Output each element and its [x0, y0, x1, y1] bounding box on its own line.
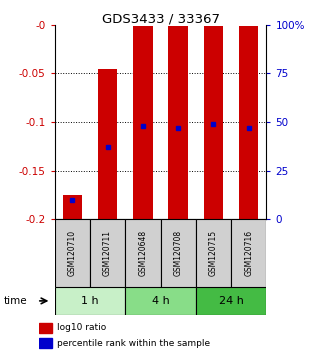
Text: GSM120716: GSM120716: [244, 230, 253, 276]
Text: 1 h: 1 h: [81, 296, 99, 306]
Bar: [125, 219, 160, 287]
Bar: [98, 69, 117, 219]
Bar: [63, 195, 82, 219]
Text: GSM120715: GSM120715: [209, 230, 218, 276]
Text: GSM120708: GSM120708: [174, 230, 183, 276]
Text: time: time: [3, 296, 27, 306]
Bar: [204, 26, 223, 219]
Text: 24 h: 24 h: [219, 296, 244, 306]
Bar: [55, 287, 125, 315]
Bar: [196, 287, 266, 315]
Text: 4 h: 4 h: [152, 296, 169, 306]
Text: GSM120711: GSM120711: [103, 230, 112, 276]
Bar: [90, 219, 125, 287]
Text: GDS3433 / 33367: GDS3433 / 33367: [101, 12, 220, 25]
Text: GSM120648: GSM120648: [138, 230, 147, 276]
Bar: [160, 219, 196, 287]
Text: log10 ratio: log10 ratio: [57, 323, 106, 332]
Text: GSM120710: GSM120710: [68, 230, 77, 276]
Bar: [125, 287, 196, 315]
Bar: [133, 26, 152, 219]
Bar: [39, 338, 52, 348]
Bar: [169, 26, 188, 219]
Bar: [39, 323, 52, 333]
Bar: [196, 219, 231, 287]
Bar: [55, 219, 90, 287]
Text: percentile rank within the sample: percentile rank within the sample: [57, 339, 210, 348]
Bar: [231, 219, 266, 287]
Bar: [239, 26, 258, 219]
